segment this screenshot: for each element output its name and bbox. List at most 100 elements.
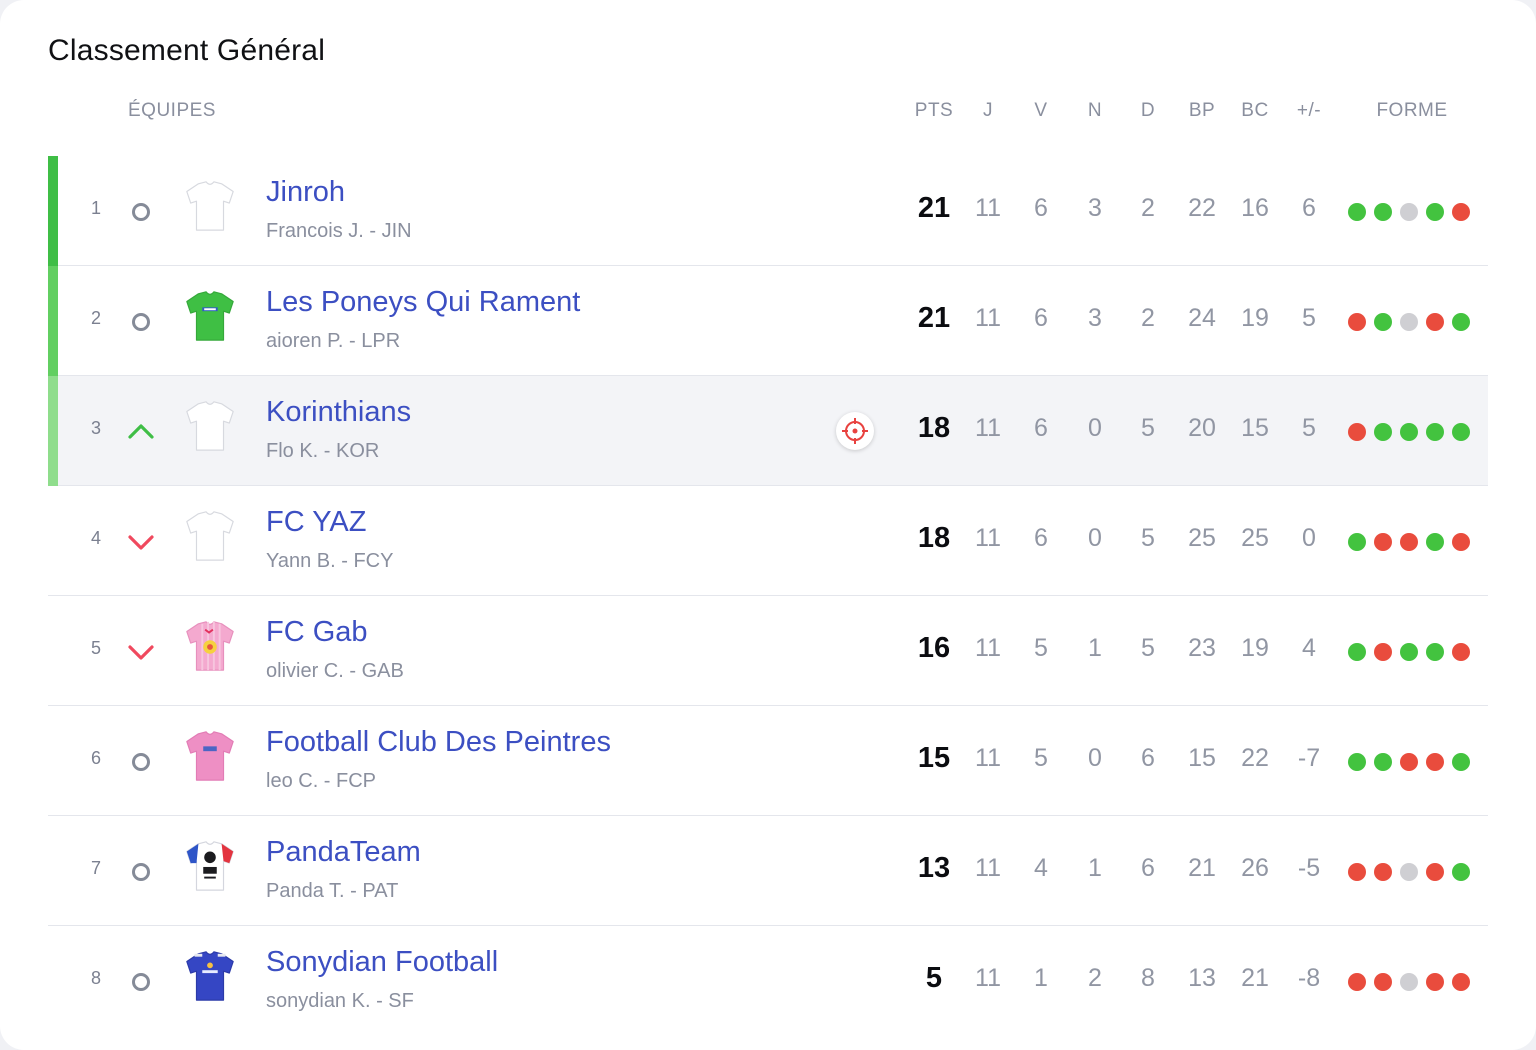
stat-n: 0 xyxy=(1088,414,1102,442)
stat-n: 3 xyxy=(1088,304,1102,332)
header-n[interactable]: N xyxy=(1087,100,1103,121)
header-bp[interactable]: BP xyxy=(1188,100,1216,121)
stat-j: 11 xyxy=(975,964,1001,992)
form-draw-dot xyxy=(1400,313,1418,331)
table-row[interactable]: 3 Korinthians Flo K. - KOR 18 11 6 0 5 20 15 5 xyxy=(48,376,1488,486)
stat-pts: 15 xyxy=(917,742,951,774)
team-name-link[interactable]: PandaTeam xyxy=(266,836,421,868)
team-name-link[interactable]: Les Poneys Qui Rament xyxy=(266,286,581,318)
form-loss-dot xyxy=(1426,313,1444,331)
form-loss-dot xyxy=(1374,533,1392,551)
stat-j: 11 xyxy=(975,854,1001,882)
form-loss-dot xyxy=(1348,973,1366,991)
form-loss-dot xyxy=(1452,533,1470,551)
team-name-link[interactable]: FC YAZ xyxy=(266,506,367,538)
table-row[interactable]: 5 FC Gab olivier C. - GAB 16 11 5 1 5 23 19 4 xyxy=(48,596,1488,706)
form-loss-dot xyxy=(1374,973,1392,991)
stat-bp: 20 xyxy=(1188,414,1216,442)
team-name-link[interactable]: Korinthians xyxy=(266,396,412,428)
team-name-link[interactable]: Sonydian Football xyxy=(266,946,499,978)
rank-number: 6 xyxy=(90,748,101,768)
stat-v: 6 xyxy=(1034,414,1048,442)
stat-bp: 24 xyxy=(1188,304,1216,332)
rank-number: 3 xyxy=(90,418,101,438)
stat-pts: 16 xyxy=(917,632,951,664)
arrow-down-icon xyxy=(128,639,154,665)
form-win-dot xyxy=(1452,423,1470,441)
no-change-icon xyxy=(128,859,154,885)
team-name-link[interactable]: Jinroh xyxy=(266,176,345,208)
stat-n: 0 xyxy=(1088,744,1102,772)
stat-j: 11 xyxy=(975,414,1001,442)
form-loss-dot xyxy=(1400,533,1418,551)
stat-bp: 15 xyxy=(1188,744,1216,772)
header-d[interactable]: D xyxy=(1140,100,1156,121)
stat-n: 3 xyxy=(1088,194,1102,222)
stat-diff: 6 xyxy=(1302,194,1316,222)
stat-diff: 0 xyxy=(1302,524,1316,552)
form-win-dot xyxy=(1426,423,1444,441)
header-bc[interactable]: BC xyxy=(1241,100,1269,121)
stat-d: 5 xyxy=(1141,634,1155,662)
no-change-icon xyxy=(128,969,154,995)
qualification-zone-bar xyxy=(48,156,58,266)
header-pts[interactable]: PTS xyxy=(914,100,954,121)
team-manager: leo C. - FCP xyxy=(266,770,377,792)
team-name-link[interactable]: FC Gab xyxy=(266,616,368,648)
stat-bp: 22 xyxy=(1188,194,1216,222)
table-row[interactable]: 2 Les Poneys Qui Rament aioren P. - LPR 21 1… xyxy=(48,266,1488,376)
form-win-dot xyxy=(1452,753,1470,771)
form-loss-dot xyxy=(1452,203,1470,221)
form-draw-dot xyxy=(1400,863,1418,881)
table-row[interactable]: 4 FC YAZ Yann B. - FCY 18 11 6 0 5 25 25 0 xyxy=(48,486,1488,596)
form-loss-dot xyxy=(1348,313,1366,331)
stat-diff: 5 xyxy=(1302,304,1316,332)
stat-d: 6 xyxy=(1141,854,1155,882)
stat-diff: 5 xyxy=(1302,414,1316,442)
form-win-dot xyxy=(1452,863,1470,881)
team-manager: Yann B. - FCY xyxy=(266,550,394,572)
qualification-zone-bar xyxy=(48,376,58,486)
team-manager: aioren P. - LPR xyxy=(266,330,401,352)
table-row[interactable]: 7 PandaTeam Panda T. - PAT 13 11 4 1 6 21 26 -5 xyxy=(48,816,1488,926)
stat-bc: 25 xyxy=(1241,524,1269,552)
form-draw-dot xyxy=(1400,203,1418,221)
form-loss-dot xyxy=(1426,753,1444,771)
form-win-dot xyxy=(1348,203,1366,221)
stat-pts: 13 xyxy=(917,852,951,884)
no-change-icon xyxy=(128,309,154,335)
stat-n: 2 xyxy=(1088,964,1102,992)
team-jersey-icon xyxy=(184,618,236,674)
qualification-zone-bar xyxy=(48,266,58,376)
stat-pts: 21 xyxy=(917,192,951,224)
table-row[interactable]: 1 Jinroh Francois J. - JIN 21 11 6 3 2 22 16 6 xyxy=(48,156,1488,266)
rank-number: 7 xyxy=(90,858,101,878)
rank-number: 2 xyxy=(90,308,101,328)
stat-diff: -7 xyxy=(1297,744,1321,772)
stat-v: 1 xyxy=(1034,964,1048,992)
target-icon[interactable] xyxy=(836,412,874,450)
stat-n: 1 xyxy=(1088,854,1102,882)
header-v[interactable]: V xyxy=(1034,100,1048,121)
standings-table: 1 Jinroh Francois J. - JIN 21 11 6 3 2 22 16 6 2 Les… xyxy=(48,156,1488,1035)
page-title: Classement Général xyxy=(48,34,326,67)
table-header: ÉQUIPES PTS J V N D BP BC +/- FORME xyxy=(0,100,1536,136)
header-forme: FORME xyxy=(1376,100,1448,121)
header-j[interactable]: J xyxy=(983,100,993,121)
team-manager: Flo K. - KOR xyxy=(266,440,380,462)
team-manager: Panda T. - PAT xyxy=(266,880,399,902)
stat-v: 6 xyxy=(1034,524,1048,552)
stat-diff: -5 xyxy=(1297,854,1321,882)
stat-n: 0 xyxy=(1088,524,1102,552)
stat-bp: 13 xyxy=(1188,964,1216,992)
table-row[interactable]: 6 Football Club Des Peintres leo C. - FCP 1… xyxy=(48,706,1488,816)
form-win-dot xyxy=(1374,423,1392,441)
table-row[interactable]: 8 Sonydian Football sonydian K. - SF 5 11 1 2 8… xyxy=(48,926,1488,1035)
header-diff[interactable]: +/- xyxy=(1296,100,1322,121)
stat-v: 6 xyxy=(1034,194,1048,222)
form-loss-dot xyxy=(1400,753,1418,771)
team-name-link[interactable]: Football Club Des Peintres xyxy=(266,726,611,758)
stat-bp: 25 xyxy=(1188,524,1216,552)
stat-bp: 23 xyxy=(1188,634,1216,662)
stat-bp: 21 xyxy=(1188,854,1216,882)
